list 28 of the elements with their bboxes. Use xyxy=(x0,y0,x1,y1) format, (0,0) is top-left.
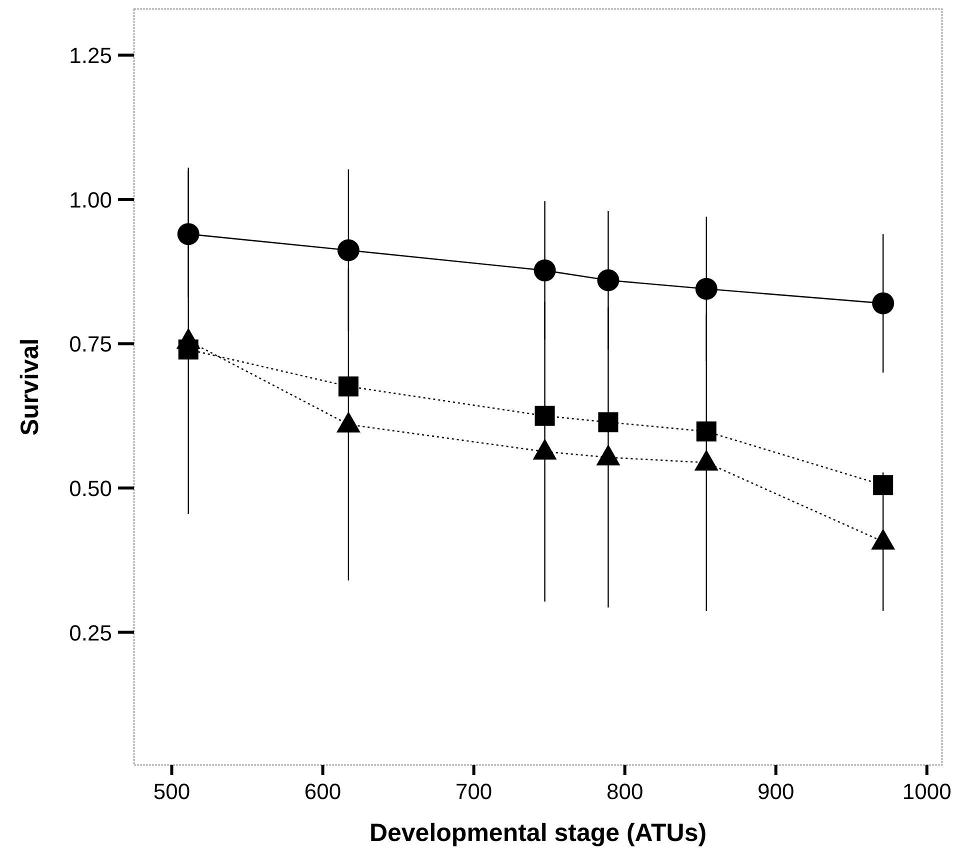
point xyxy=(532,438,557,460)
x-tick-label: 600 xyxy=(304,779,342,804)
point xyxy=(598,412,618,432)
x-axis-title: Developmental stage (ATUs) xyxy=(369,819,707,847)
point xyxy=(534,259,556,282)
y-tick-label: 0.75 xyxy=(69,332,112,357)
point xyxy=(337,239,360,262)
y-tick-label: 0.50 xyxy=(69,476,112,501)
y-tick-label: 1.25 xyxy=(69,43,112,68)
point xyxy=(871,528,896,550)
x-tick-label: 800 xyxy=(606,779,644,804)
x-tick-label: 900 xyxy=(758,779,794,804)
point xyxy=(696,421,716,442)
point xyxy=(597,269,620,292)
x-tick-label: 700 xyxy=(455,779,492,804)
point xyxy=(338,376,358,396)
point xyxy=(694,450,718,471)
x-tick-label: 1000 xyxy=(902,779,952,804)
y-axis-title: Survival xyxy=(16,338,44,436)
point xyxy=(177,223,200,246)
point xyxy=(872,292,894,314)
y-tick-label: 1.00 xyxy=(69,187,112,212)
point xyxy=(534,406,555,426)
x-tick-label: 500 xyxy=(153,779,190,804)
y-tick-label: 0.25 xyxy=(69,620,112,646)
point xyxy=(336,412,360,433)
point xyxy=(596,444,620,466)
point xyxy=(695,278,718,300)
